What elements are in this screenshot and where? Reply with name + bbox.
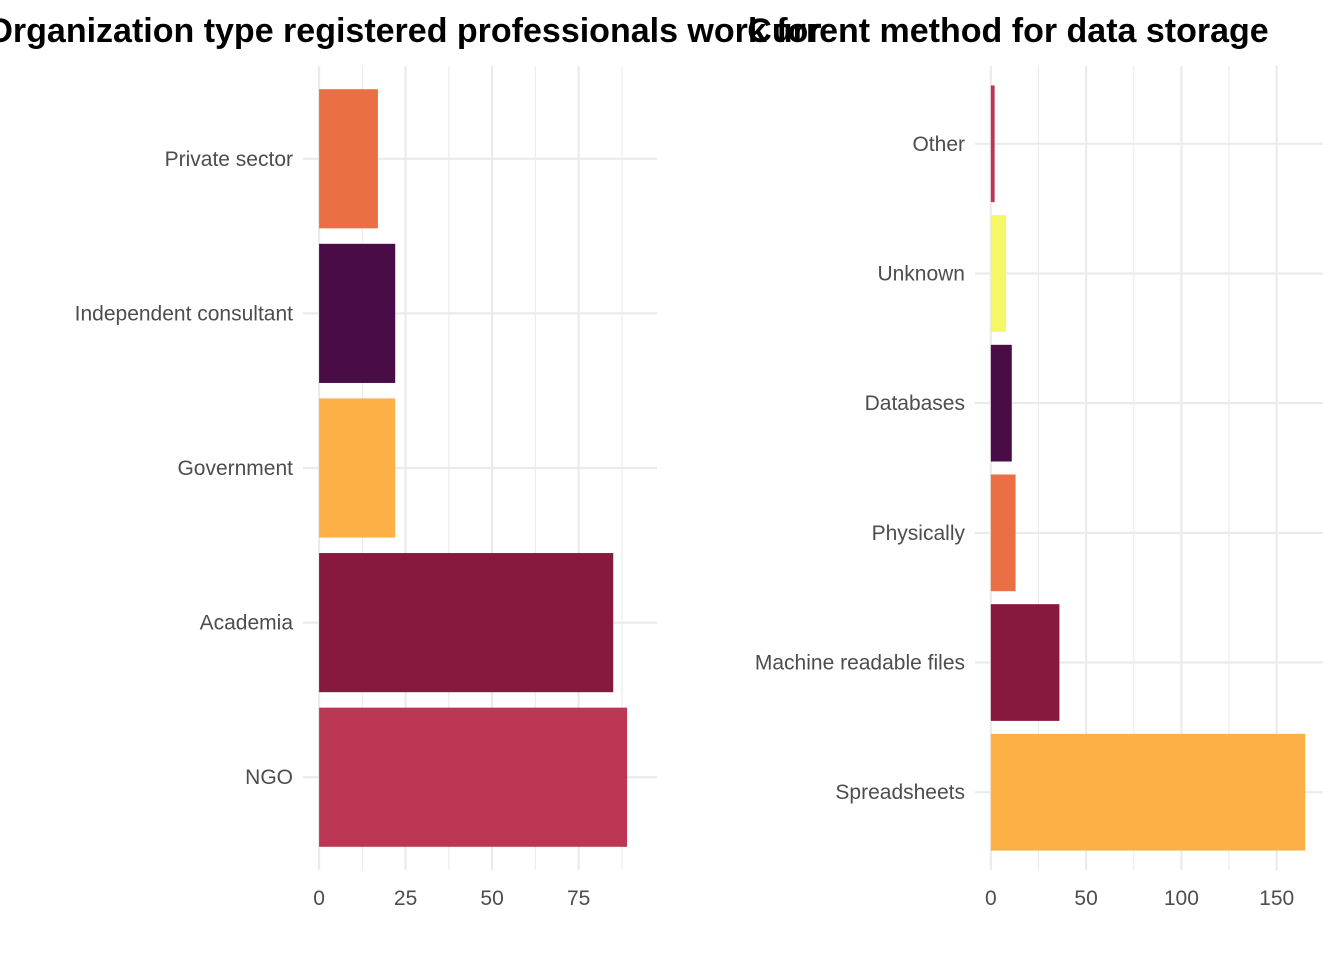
category-label: Academia	[200, 612, 294, 635]
bar	[319, 243, 396, 383]
x-tick-label: 25	[394, 887, 417, 910]
x-tick-label: 100	[1164, 887, 1199, 910]
bar	[319, 553, 614, 693]
chart-title: Current method for data storage	[747, 12, 1268, 50]
category-label: Government	[177, 457, 293, 480]
bar	[990, 474, 1016, 592]
category-label: Independent consultant	[75, 302, 294, 325]
category-label: Spreadsheets	[835, 781, 965, 804]
x-tick-label: 0	[985, 887, 997, 910]
bar	[990, 215, 1007, 332]
category-label: Databases	[865, 392, 965, 415]
chart-title: Organization type registered professiona…	[0, 12, 822, 50]
category-label: Other	[912, 133, 965, 156]
x-tick-label: 50	[480, 887, 503, 910]
bar	[990, 604, 1060, 721]
category-label: Physically	[872, 522, 966, 545]
bar	[990, 733, 1306, 851]
bar	[990, 344, 1012, 462]
bar	[319, 398, 396, 538]
x-tick-label: 50	[1074, 887, 1097, 910]
category-label: Private sector	[165, 148, 293, 171]
category-label: Machine readable files	[755, 652, 965, 675]
bar	[990, 85, 995, 203]
org-type-chart: NGO Academia Government Independent consult…	[0, 12, 822, 910]
bar	[319, 707, 628, 847]
data-storage-chart: Spreadsheets Machine readable files Physic…	[747, 12, 1323, 910]
category-label: Unknown	[877, 262, 965, 285]
x-tick-label: 150	[1259, 887, 1294, 910]
x-tick-label: 0	[313, 887, 325, 910]
bar	[319, 89, 378, 229]
category-label: NGO	[245, 766, 293, 789]
x-tick-label: 75	[567, 887, 590, 910]
